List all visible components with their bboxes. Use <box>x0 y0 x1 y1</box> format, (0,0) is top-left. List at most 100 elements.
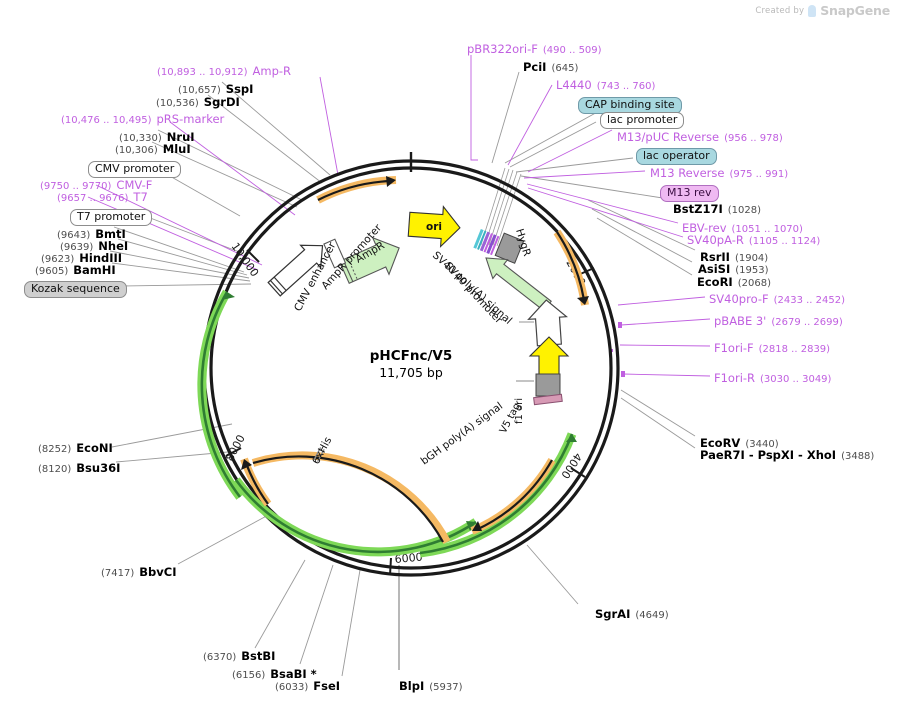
prs-marker-position: (10,476 .. 10,495) <box>61 115 152 126</box>
prs-marker-name: pRS-marker <box>156 112 225 126</box>
blpi-name: BlpI <box>399 679 425 693</box>
ori-arrow <box>407 205 461 248</box>
feature-arc-green-right <box>419 432 577 558</box>
asisi-position: (1953) <box>735 265 769 276</box>
mlui-name: MluI <box>162 142 191 156</box>
pbabe-3prime-position: (2679 .. 2699) <box>771 317 843 328</box>
label-econi[interactable]: (8252) EcoNI <box>38 441 113 455</box>
label-l4440[interactable]: L4440 (743 .. 760) <box>556 79 655 92</box>
feature-arc-orange-bottom-right <box>470 458 556 535</box>
pcii-position: (645) <box>551 63 579 74</box>
bgh-polya-signal-label: bGH poly(A) signal <box>419 400 505 467</box>
label-bamhi[interactable]: (9605) BamHI <box>35 264 116 277</box>
label-mlui[interactable]: (10,306) MluI <box>115 142 191 156</box>
sspi-name: SspI <box>225 82 254 96</box>
ampr-promoter-box-shape <box>323 238 347 269</box>
label-pcii[interactable]: PciI (645) <box>523 60 579 74</box>
m13-puc-reverse-position: (956 .. 978) <box>724 133 783 144</box>
v5-grey-box <box>535 373 561 397</box>
label-bbvci[interactable]: (7417) BbvCI <box>101 565 177 579</box>
mcs-feature-stripes <box>473 229 500 256</box>
label-sgrai[interactable]: SgrAI (4649) <box>595 608 669 621</box>
bbvci-position: (7417) <box>101 568 135 579</box>
label-hindiii[interactable]: (9623) HindIII <box>41 252 122 265</box>
label-fsei[interactable]: (6033) FseI <box>275 679 341 693</box>
rsrii-name: RsrII <box>700 250 730 264</box>
label-sspi[interactable]: (10,657) SspI <box>178 82 254 96</box>
f1ori-r-position: (3030 .. 3049) <box>760 374 832 385</box>
bmti-name: BmtI <box>95 227 126 241</box>
ebv-rev-position: (1051 .. 1070) <box>731 224 803 235</box>
nhei-position: (9639) <box>60 242 94 253</box>
feature-arc-orange-top <box>316 176 397 204</box>
kozak-sequence-box[interactable]: Kozak sequence <box>24 281 127 298</box>
cmv-enhancer-arrow <box>267 244 324 297</box>
label-pbr322ori-f[interactable]: pBR322ori-F (490 .. 509) <box>467 43 602 56</box>
paer7i-pspxi-xhoi-name: PaeR7I - PspXI - XhoI <box>700 448 837 462</box>
sspi-position: (10,657) <box>178 85 221 96</box>
bbvci-name: BbvCI <box>139 565 177 579</box>
feature-arc-orange-right <box>553 229 589 306</box>
econi-position: (8252) <box>38 444 72 455</box>
label-sgrdi[interactable]: (10,536) SgrDI <box>156 95 240 109</box>
label-m13-reverse[interactable]: M13 Reverse (975 .. 991) <box>650 167 789 180</box>
label-asisi[interactable]: AsiSI (1953) <box>698 262 769 276</box>
label-prs-marker[interactable]: (10,476 .. 10,495) pRS-marker <box>61 112 225 126</box>
m13-rev-box[interactable]: M13 rev <box>660 185 719 202</box>
sgrdi-name: SgrDI <box>203 95 240 109</box>
bstbi-position: (6370) <box>203 652 237 663</box>
label-nhei[interactable]: (9639) NheI <box>60 240 128 253</box>
cmv-f-name: CMV-F <box>116 178 153 192</box>
label-f1ori-f[interactable]: F1ori-F (2818 .. 2839) <box>714 342 830 355</box>
label-m13-puc-reverse[interactable]: M13/pUC Reverse (956 .. 978) <box>617 130 783 144</box>
leader-lines-left <box>87 76 579 677</box>
f1-ori-label: f1 ori <box>514 398 525 424</box>
sv40pro-f-name: SV40pro-F <box>709 292 769 306</box>
ecorv-position: (3440) <box>745 439 779 450</box>
m13-reverse-position: (975 .. 991) <box>729 169 789 180</box>
label-cmv-f[interactable]: (9750 .. 9770) CMV-F <box>40 178 153 192</box>
lac-operator-box[interactable]: lac operator <box>636 148 717 165</box>
cmv-f-position: (9750 .. 9770) <box>40 181 112 192</box>
label-ebv-rev[interactable]: EBV-rev (1051 .. 1070) <box>682 222 803 235</box>
paer7i-pspxi-xhoi-position: (3488) <box>841 451 875 462</box>
label-bsu36i[interactable]: (8120) Bsu36I <box>38 462 120 475</box>
label-amp-r[interactable]: (10,893 .. 10,912) Amp-R <box>157 65 291 78</box>
t7-promoter-box[interactable]: T7 promoter <box>70 209 153 226</box>
t7-position: (9657 .. 9676) <box>57 193 129 204</box>
sv40pro-f-position: (2433 .. 2452) <box>773 295 846 306</box>
sv40pa-r-position: (1105 .. 1124) <box>748 236 821 247</box>
label-rsrii[interactable]: RsrII (1904) <box>700 250 769 264</box>
asisi-name: AsiSI <box>698 262 731 276</box>
pcii-name: PciI <box>523 60 547 74</box>
label-nrui[interactable]: (10,330) NruI <box>119 131 195 144</box>
econi-name: EcoNI <box>76 441 113 455</box>
label-ecorv[interactable]: EcoRV (3440) <box>700 437 779 450</box>
fsei-name: FseI <box>313 679 341 693</box>
label-bmti[interactable]: (9643) BmtI <box>57 227 126 241</box>
label-t7[interactable]: (9657 .. 9676) T7 <box>57 190 148 204</box>
label-sv40pro-f[interactable]: SV40pro-F (2433 .. 2452) <box>709 292 846 306</box>
m13-puc-reverse-name: M13/pUC Reverse <box>617 130 720 144</box>
t7-name: T7 <box>133 190 148 204</box>
label-bstz17i[interactable]: BstZ17I (1028) <box>673 203 761 216</box>
label-bsabi[interactable]: (6156) BsaBI * <box>232 668 317 681</box>
label-sv40pa-r[interactable]: SV40pA-R (1105 .. 1124) <box>687 234 821 247</box>
label-ecori[interactable]: EcoRI (2068) <box>697 276 771 289</box>
rsrii-position: (1904) <box>734 253 769 264</box>
watermark-prefix: Created by <box>755 5 805 16</box>
label-paer7i-pspxi-xhoi[interactable]: PaeR7I - PspXI - XhoI (3488) <box>700 448 875 462</box>
label-blpi[interactable]: BlpI (5937) <box>399 679 462 693</box>
label-bstbi[interactable]: (6370) BstBI <box>203 649 276 663</box>
bstbi-name: BstBI <box>241 649 276 663</box>
cmv-promoter-box[interactable]: CMV promoter <box>88 161 182 178</box>
pbabe-3prime-name: pBABE 3' <box>714 314 767 328</box>
inner-connectors <box>516 321 534 382</box>
watermark-brand: SnapGene <box>820 3 890 18</box>
amp-r-position: (10,893 .. 10,912) <box>157 67 248 78</box>
lac-promoter-box[interactable]: lac promoter <box>600 112 685 129</box>
label-pbabe-3prime[interactable]: pBABE 3' (2679 .. 2699) <box>714 314 843 328</box>
label-f1ori-r[interactable]: F1ori-R (3030 .. 3049) <box>714 372 832 385</box>
sgrai-position: (4649) <box>635 610 669 621</box>
